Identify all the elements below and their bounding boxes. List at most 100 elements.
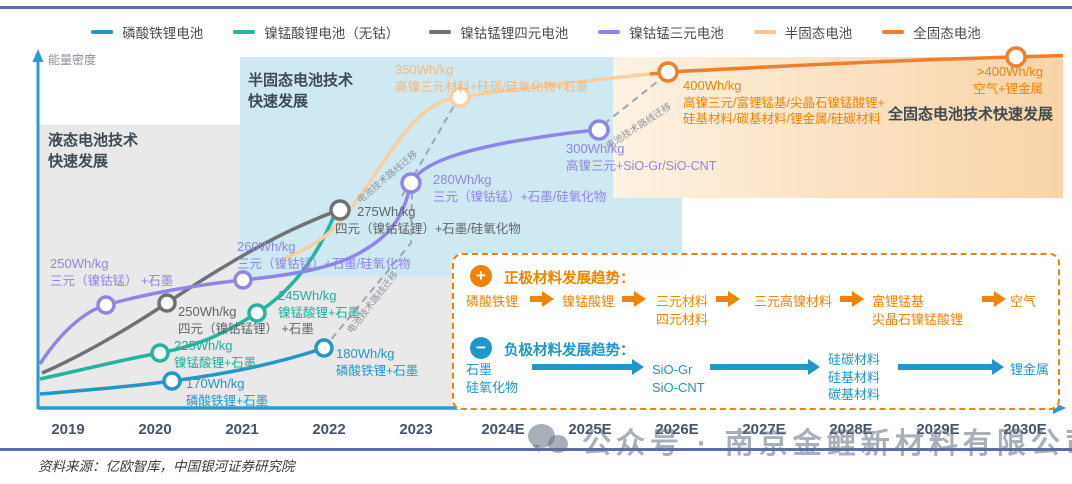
legend-swatch-lfp bbox=[91, 30, 114, 34]
marker-quaternary-275 bbox=[329, 199, 351, 221]
anode-trend-title: 负极材料发展趋势： bbox=[504, 343, 635, 359]
marker-ternary-250 bbox=[96, 295, 116, 315]
marker-semi-solid-350 bbox=[449, 86, 471, 108]
point-desc: 三元（镍钴锰） +石墨 bbox=[50, 273, 174, 288]
x-tick-2029e: 2029E bbox=[916, 421, 960, 438]
y-axis-arrow-icon bbox=[32, 49, 44, 62]
legend-item-lnmo: 镍锰酸锂电池（无钴） bbox=[233, 22, 399, 42]
line-quaternary bbox=[41, 208, 341, 375]
legend-swatch-lnmo bbox=[233, 30, 256, 34]
marker-lnmo-225 bbox=[150, 343, 170, 363]
cathode-item-6: 空气 bbox=[1010, 294, 1037, 309]
marker-lfp-180 bbox=[314, 338, 334, 358]
anode-item-3: 硅碳材料 硅基材料 碳基材料 bbox=[828, 352, 881, 403]
point-value: 280Wh/kg bbox=[433, 172, 492, 187]
long-arrow-right-icon bbox=[898, 359, 1004, 375]
x-tick-2030e: 2030E bbox=[1003, 421, 1047, 438]
point-value: 260Wh/kg bbox=[237, 239, 296, 254]
x-tick-2025e: 2025E bbox=[568, 421, 612, 438]
point-desc: 镍锰酸锂+石墨 bbox=[278, 305, 361, 320]
point-label-ternary-260: 260Wh/kg 三元（镍钴锰）+石墨/硅氧化物 bbox=[237, 239, 410, 272]
legend-item-semi-solid: 半固态电池 bbox=[753, 22, 852, 42]
region-title-semi-solid: 半固态电池技术 快速发展 bbox=[248, 72, 354, 110]
arrow-right-icon bbox=[982, 291, 1006, 307]
legend-swatch-all-solid bbox=[882, 30, 905, 34]
legend-label: 磷酸铁锂电池 bbox=[122, 26, 204, 41]
legend: 磷酸铁锂电池 镍锰酸锂电池（无钴） 镍钴锰锂四元电池 镍钴锰三元电池 半固态电池… bbox=[0, 22, 1072, 42]
point-value: 245Wh/kg bbox=[278, 288, 337, 303]
point-value: 170Wh/kg bbox=[186, 376, 245, 391]
point-desc: 高镍三元/富锂锰基/尖晶石镍锰酸锂+ bbox=[683, 95, 885, 110]
anode-item-1: 石墨 硅氧化物 bbox=[466, 362, 519, 395]
arrow-right-icon bbox=[622, 291, 646, 307]
legend-label: 全固态电池 bbox=[913, 26, 981, 41]
x-tick-2026e: 2026E bbox=[655, 421, 699, 438]
x-tick-2020: 2020 bbox=[138, 421, 172, 438]
marker-lnmo-245 bbox=[247, 303, 267, 323]
anode-item-2: SiO-Gr SiO-CNT bbox=[652, 362, 705, 395]
point-label-quaternary-250: 250Wh/kg 四元（镍钴锰锂） +石墨 bbox=[178, 304, 314, 337]
marker-ternary-300 bbox=[588, 119, 610, 141]
migration-line-1 bbox=[323, 189, 413, 349]
minus-icon: − bbox=[470, 337, 492, 359]
point-desc: 空气+锂金属 bbox=[973, 81, 1043, 96]
point-label-ternary-280: 280Wh/kg 三元（镍钴锰）+石墨/硅氧化物 bbox=[433, 172, 606, 205]
point-desc: 三元（镍钴锰）+石墨/硅氧化物 bbox=[433, 189, 607, 204]
cathode-item-3: 三元材料 四元材料 bbox=[656, 294, 709, 327]
point-value: 300Wh/kg bbox=[566, 141, 625, 156]
long-arrow-right-icon bbox=[710, 359, 820, 375]
legend-label: 镍钴锰锂四元电池 bbox=[460, 26, 569, 41]
x-tick-2019: 2019 bbox=[51, 421, 85, 438]
arrow-right-icon bbox=[716, 291, 740, 307]
point-label-all-solid-400: 400Wh/kg 高镍三元/富锂锰基/尖晶石镍锰酸锂+ 硅基材料/碳基材料/锂金… bbox=[683, 78, 885, 127]
migration-line-3 bbox=[603, 77, 663, 125]
point-value: 275Wh/kg bbox=[357, 204, 416, 219]
region-title-liquid: 液态电池技术 快速发展 bbox=[48, 132, 139, 170]
marker-all-solid-400plus bbox=[1005, 46, 1027, 68]
legend-item-ternary: 镍钴锰三元电池 bbox=[598, 22, 724, 42]
point-label-quaternary-275: 275Wh/kg 四元（镍钴锰锂）+石墨/硅氧化物 bbox=[335, 204, 521, 237]
point-desc: 磷酸铁锂+石墨 bbox=[336, 363, 419, 378]
point-label-all-solid-400plus: >400Wh/kg 空气+锂金属 bbox=[973, 64, 1043, 97]
point-label-lnmo-225: 225Wh/kg 镍锰酸锂+石墨 bbox=[174, 338, 256, 371]
cathode-trend-title: 正极材料发展趋势： bbox=[504, 271, 635, 287]
cathode-item-2: 镍锰酸锂 bbox=[562, 294, 615, 309]
anode-item-4: 锂金属 bbox=[1010, 362, 1050, 377]
point-desc2: 硅基材料/碳基材料/锂金属/硅碳材料 bbox=[683, 112, 881, 127]
point-desc: 四元（镍钴锰锂）+石墨/硅氧化物 bbox=[335, 221, 521, 236]
y-axis-label: 能量密度 bbox=[48, 53, 97, 67]
cathode-item-1: 磷酸铁锂 bbox=[466, 294, 519, 309]
arrow-right-icon bbox=[840, 291, 864, 307]
point-label-lfp-180: 180Wh/kg 磷酸铁锂+石墨 bbox=[336, 346, 418, 379]
point-value: 350Wh/kg bbox=[395, 62, 454, 77]
point-desc: 高镍三元材料+硅碳/硅氧化物+石墨 bbox=[395, 79, 589, 94]
x-tick-2028e: 2028E bbox=[829, 421, 873, 438]
legend-swatch-semi-solid bbox=[753, 30, 776, 34]
point-desc: 高镍三元+SiO-Gr/SiO-CNT bbox=[566, 158, 717, 173]
point-value: 225Wh/kg bbox=[174, 338, 233, 353]
point-desc: 磷酸铁锂+石墨 bbox=[186, 393, 269, 408]
point-label-lfp-170: 170Wh/kg 磷酸铁锂+石墨 bbox=[186, 376, 268, 409]
material-trend-box: + 正极材料发展趋势： 磷酸铁锂 镍锰酸锂 三元材料 四元材料 三元高镍材料 富… bbox=[452, 253, 1060, 410]
cathode-item-5: 富锂锰基 尖晶石镍锰酸锂 bbox=[872, 294, 964, 327]
point-label-ternary-300: 300Wh/kg 高镍三元+SiO-Gr/SiO-CNT bbox=[566, 141, 716, 174]
legend-swatch-quaternary bbox=[429, 30, 452, 34]
top-rule bbox=[0, 6, 1072, 9]
plus-icon: + bbox=[470, 265, 492, 287]
source-note: 资料来源：亿欧智库，中国银河证券研究院 bbox=[38, 459, 295, 474]
point-value: 180Wh/kg bbox=[336, 346, 395, 361]
marker-all-solid-400 bbox=[657, 61, 679, 83]
legend-swatch-ternary bbox=[598, 30, 621, 34]
point-label-ternary-250: 250Wh/kg 三元（镍钴锰） +石墨 bbox=[50, 256, 173, 289]
x-tick-2024e: 2024E bbox=[481, 421, 525, 438]
legend-label: 镍钴锰三元电池 bbox=[629, 26, 724, 41]
x-tick-2027e: 2027E bbox=[742, 421, 786, 438]
x-tick-2021: 2021 bbox=[225, 421, 259, 438]
point-desc: 四元（镍钴锰锂） +石墨 bbox=[178, 321, 314, 336]
marker-quaternary-250 bbox=[157, 293, 177, 313]
point-value: 400Wh/kg bbox=[683, 78, 742, 93]
legend-item-quaternary: 镍钴锰锂四元电池 bbox=[429, 22, 568, 42]
x-tick-2022: 2022 bbox=[312, 421, 346, 438]
point-value: 250Wh/kg bbox=[178, 304, 237, 319]
